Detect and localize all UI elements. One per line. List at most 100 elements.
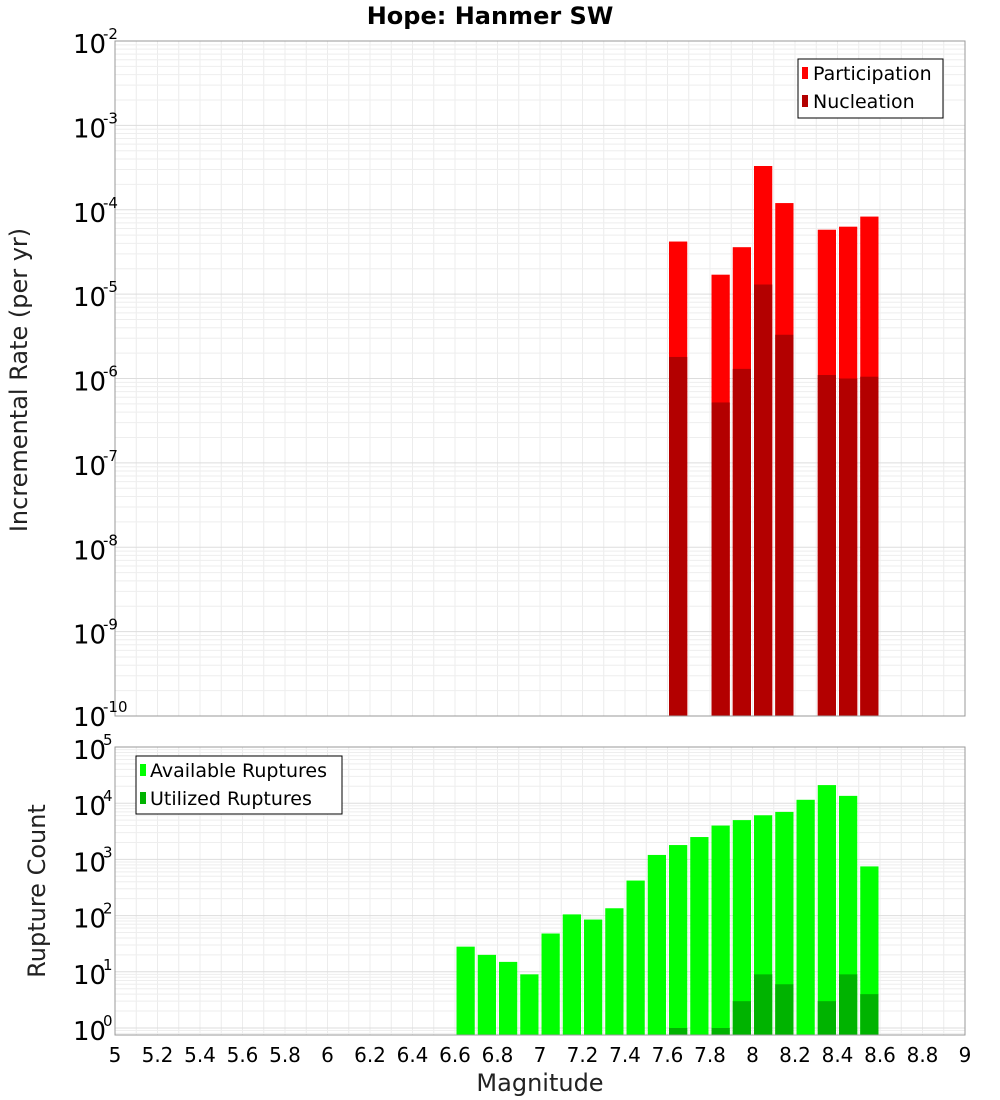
x-tick-label: 7 — [534, 1043, 547, 1067]
x-tick-label: 5.2 — [142, 1043, 174, 1067]
y-tick-label: 10 — [73, 1017, 106, 1047]
bottom-available-ruptures-bar — [817, 785, 836, 1035]
y-tick-label: 10 — [73, 536, 106, 566]
x-tick-label: 6.4 — [397, 1043, 429, 1067]
top-y-tick-labels: 10-210-310-410-510-610-710-810-910-10 — [73, 25, 128, 733]
legend-label-participation: Participation — [813, 63, 932, 85]
y-tick-exponent: -7 — [103, 447, 118, 465]
y-tick-label: 10 — [73, 30, 106, 60]
x-tick-label: 6.6 — [439, 1043, 471, 1067]
top-nucleation-bar — [775, 334, 794, 716]
bottom-utilized-ruptures-bar — [711, 1027, 730, 1035]
x-tick-label: 7.2 — [567, 1043, 599, 1067]
x-tick-label: 7.8 — [694, 1043, 726, 1067]
x-tick-label: 8.6 — [864, 1043, 896, 1067]
x-tick-label: 5.4 — [184, 1043, 216, 1067]
top-nucleation-bar — [754, 284, 773, 716]
bottom-available-ruptures-bar — [605, 908, 624, 1035]
top-legend: Participation Nucleation — [797, 58, 944, 119]
y-tick-exponent: -6 — [103, 363, 118, 381]
y-tick-exponent: -3 — [103, 109, 118, 127]
top-nucleation-bar — [711, 402, 730, 716]
bottom-available-ruptures-bar — [626, 880, 645, 1035]
x-tick-label: 7.6 — [652, 1043, 684, 1067]
legend-swatch-available — [140, 764, 146, 776]
y-tick-exponent: -2 — [103, 25, 118, 43]
bottom-available-ruptures-bar — [520, 974, 539, 1035]
y-tick-exponent: 5 — [103, 731, 113, 749]
y-tick-label: 10 — [73, 114, 106, 144]
chart-title: Hope: Hanmer SW — [367, 2, 614, 30]
x-tick-label: 8.8 — [907, 1043, 939, 1067]
y-tick-exponent: 0 — [103, 1012, 113, 1030]
bottom-available-ruptures-bar — [647, 854, 666, 1035]
bottom-available-ruptures-bar — [860, 866, 879, 1035]
bottom-available-ruptures-bar — [456, 946, 475, 1035]
y-tick-label: 10 — [73, 736, 106, 766]
bottom-available-ruptures-bar — [690, 837, 709, 1035]
y-tick-label: 10 — [73, 283, 106, 313]
bottom-utilized-ruptures-bar — [732, 1001, 751, 1035]
top-y-axis-label: Incremental Rate (per yr) — [5, 228, 33, 532]
top-nucleation-bar — [669, 356, 688, 716]
bottom-available-ruptures-bar — [775, 811, 794, 1035]
top-nucleation-bar — [839, 378, 858, 716]
x-tick-label: 5.6 — [227, 1043, 259, 1067]
top-bars — [669, 166, 879, 717]
y-tick-label: 10 — [73, 848, 106, 878]
top-plot-frame — [114, 40, 966, 717]
bottom-available-ruptures-bar — [477, 954, 496, 1035]
bottom-plot-frame — [114, 746, 966, 1036]
top-legend-box — [797, 58, 944, 119]
x-tick-label: 8.2 — [779, 1043, 811, 1067]
y-tick-exponent: 3 — [103, 843, 113, 861]
y-tick-exponent: 1 — [103, 956, 113, 974]
bottom-utilized-ruptures-bar — [839, 974, 858, 1035]
bottom-available-ruptures-bar — [499, 961, 518, 1035]
y-tick-label: 10 — [73, 368, 106, 398]
bottom-legend-box — [135, 755, 343, 815]
bottom-legend: Available Ruptures Utilized Ruptures — [135, 755, 343, 815]
x-tick-label: 8 — [746, 1043, 759, 1067]
bottom-utilized-ruptures-bar — [669, 1027, 688, 1035]
legend-swatch-participation — [802, 67, 808, 79]
y-tick-exponent: -8 — [103, 531, 118, 549]
bottom-utilized-ruptures-bar — [860, 994, 879, 1035]
bottom-utilized-ruptures-bar — [754, 974, 773, 1035]
y-tick-exponent: -9 — [103, 616, 118, 634]
x-tick-label: 5.8 — [269, 1043, 301, 1067]
x-tick-labels: 5 5.2 5.4 5.6 5.8 6 6.2 6.4 6.6 6.8 7 7.2 7.4 7.6 7.8 8… — [109, 1043, 972, 1067]
x-tick-label: 6 — [321, 1043, 334, 1067]
y-tick-label: 10 — [73, 792, 106, 822]
y-tick-label: 10 — [73, 199, 106, 229]
legend-swatch-utilized — [140, 792, 146, 804]
x-tick-label: 6.2 — [354, 1043, 386, 1067]
y-tick-exponent: -5 — [103, 278, 118, 296]
bottom-available-ruptures-bar — [584, 919, 603, 1035]
top-grid — [115, 41, 965, 716]
bottom-y-axis-label: Rupture Count — [23, 804, 51, 978]
y-tick-label: 10 — [73, 703, 106, 733]
y-tick-label: 10 — [73, 905, 106, 935]
bottom-available-ruptures-bar — [669, 845, 688, 1035]
y-tick-exponent: 4 — [103, 787, 113, 805]
x-tick-label: 7.4 — [609, 1043, 641, 1067]
legend-label-nucleation: Nucleation — [813, 91, 915, 113]
y-tick-exponent: -10 — [103, 698, 128, 716]
y-tick-exponent: 2 — [103, 900, 113, 918]
x-axis-label: Magnitude — [476, 1069, 603, 1097]
bottom-available-ruptures-bar — [711, 825, 730, 1035]
y-tick-exponent: -4 — [103, 194, 118, 212]
legend-label-utilized: Utilized Ruptures — [150, 788, 312, 810]
y-tick-label: 10 — [73, 961, 106, 991]
top-nucleation-bar — [860, 376, 879, 716]
bottom-available-ruptures-bar — [732, 820, 751, 1035]
bottom-utilized-ruptures-bar — [817, 1001, 836, 1035]
bottom-available-ruptures-bar — [541, 933, 560, 1035]
x-tick-label: 6.8 — [482, 1043, 514, 1067]
y-tick-label: 10 — [73, 452, 106, 482]
legend-label-available: Available Ruptures — [150, 760, 327, 782]
x-tick-label: 5 — [109, 1043, 122, 1067]
